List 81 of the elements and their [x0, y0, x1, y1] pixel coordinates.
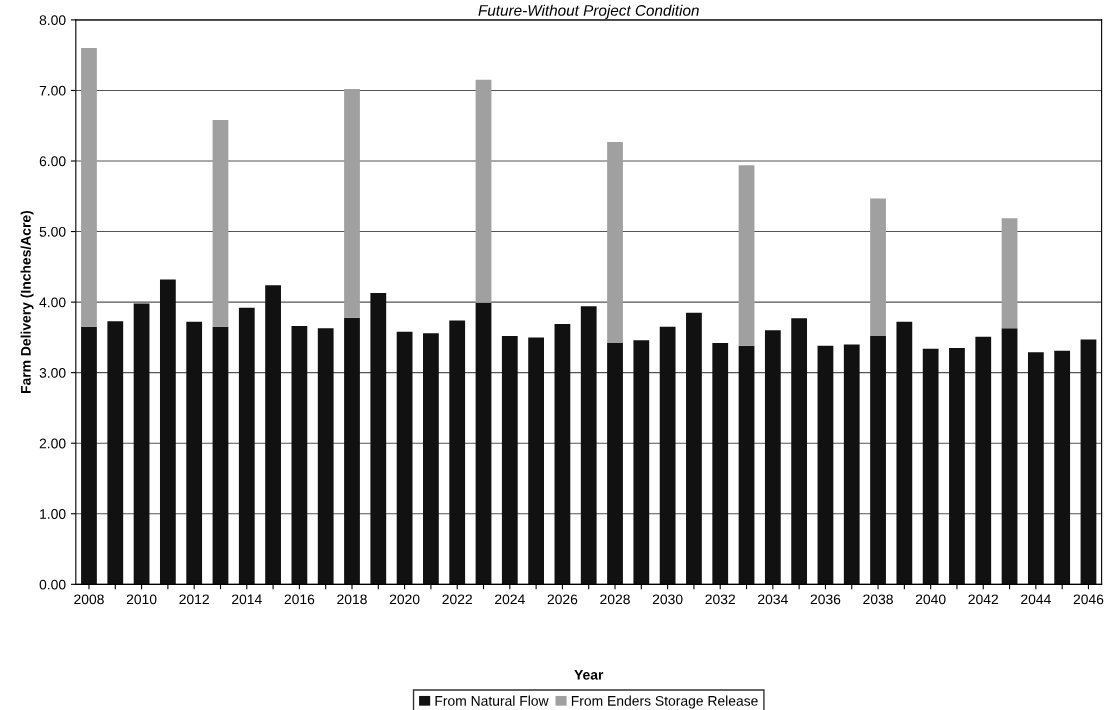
- bar: [870, 198, 886, 336]
- x-tick-label: 2008: [74, 594, 104, 605]
- y-tick-label: 2.00: [39, 438, 66, 449]
- bar: [107, 321, 124, 585]
- x-tick-label: 2034: [758, 594, 788, 605]
- bar: [344, 89, 360, 318]
- bar: [159, 279, 176, 585]
- bar: [396, 331, 413, 585]
- y-tick-label: 5.00: [39, 226, 66, 237]
- bar: [817, 345, 834, 585]
- bar: [1054, 350, 1071, 585]
- bar: [501, 335, 518, 585]
- x-tick-label: 2016: [284, 594, 315, 605]
- bar: [738, 165, 755, 346]
- y-tick-label: 3.00: [39, 368, 66, 378]
- bar: [870, 335, 886, 585]
- bar: [238, 307, 255, 585]
- bar: [949, 347, 965, 585]
- x-tick-label: 2044: [1021, 594, 1051, 605]
- bar: [791, 318, 808, 585]
- x-tick-label: 2022: [442, 594, 472, 605]
- bar: [81, 326, 97, 585]
- y-tick-label: 0.00: [39, 579, 66, 590]
- bar: [922, 348, 939, 585]
- y-tick-label: 7.00: [39, 85, 66, 96]
- bar: [607, 141, 623, 344]
- bar: [212, 326, 229, 585]
- bar: [475, 79, 492, 303]
- legend-label: From Enders Storage Release: [571, 695, 758, 709]
- bar: [712, 343, 729, 585]
- bar: [212, 120, 229, 327]
- x-tick-label: 2036: [810, 594, 841, 605]
- y-tick-label: 6.00: [39, 156, 66, 167]
- x-tick-label: 2026: [547, 594, 578, 605]
- y-tick-label: 4.00: [39, 297, 66, 308]
- x-tick-label: 2014: [232, 594, 262, 605]
- bar: [975, 336, 992, 585]
- bar: [554, 323, 571, 585]
- y-tick-label: 8.00: [39, 15, 66, 26]
- bar: [896, 321, 913, 585]
- x-tick-label: 2024: [495, 594, 525, 605]
- bar: [1001, 328, 1018, 585]
- x-axis-title: Year: [574, 670, 604, 680]
- bar: [475, 302, 492, 585]
- legend-label: From Natural Flow: [435, 695, 549, 706]
- bar: [370, 292, 387, 585]
- y-tick-label: 1.00: [40, 509, 66, 519]
- bar: [659, 326, 676, 585]
- bar: [291, 326, 308, 585]
- x-tick-label: 2030: [652, 594, 683, 605]
- bar: [738, 345, 755, 585]
- y-axis-title: Farm Delivery (Inches/Acre): [20, 210, 34, 394]
- x-tick-label: 2038: [863, 594, 893, 605]
- x-tick-label: 2012: [179, 594, 209, 605]
- bar: [186, 321, 203, 585]
- bar: [133, 303, 150, 585]
- x-tick-label: 2028: [600, 594, 630, 605]
- x-tick-label: 2010: [126, 594, 157, 605]
- bar: [265, 285, 281, 585]
- bar: [317, 328, 334, 585]
- x-tick-label: 2046: [1073, 594, 1104, 605]
- bar: [528, 337, 545, 585]
- bar: [449, 320, 466, 585]
- bar: [843, 344, 860, 585]
- bar: [607, 343, 623, 585]
- bar: [1001, 218, 1018, 329]
- bar: [1027, 352, 1044, 585]
- bar: [764, 330, 781, 585]
- bar: [81, 48, 97, 327]
- bar: [423, 333, 439, 585]
- x-tick-label: 2032: [705, 594, 735, 605]
- bar: [1080, 339, 1097, 585]
- bar: [344, 317, 360, 585]
- bar: [580, 306, 597, 585]
- bar: [686, 312, 702, 585]
- x-tick-label: 2020: [389, 594, 420, 605]
- x-tick-label: 2042: [968, 594, 999, 605]
- x-tick-label: 2018: [337, 594, 367, 605]
- chart-title: Future-Without Project Condition: [478, 4, 699, 19]
- bar: [633, 340, 650, 585]
- x-tick-label: 2040: [915, 594, 946, 605]
